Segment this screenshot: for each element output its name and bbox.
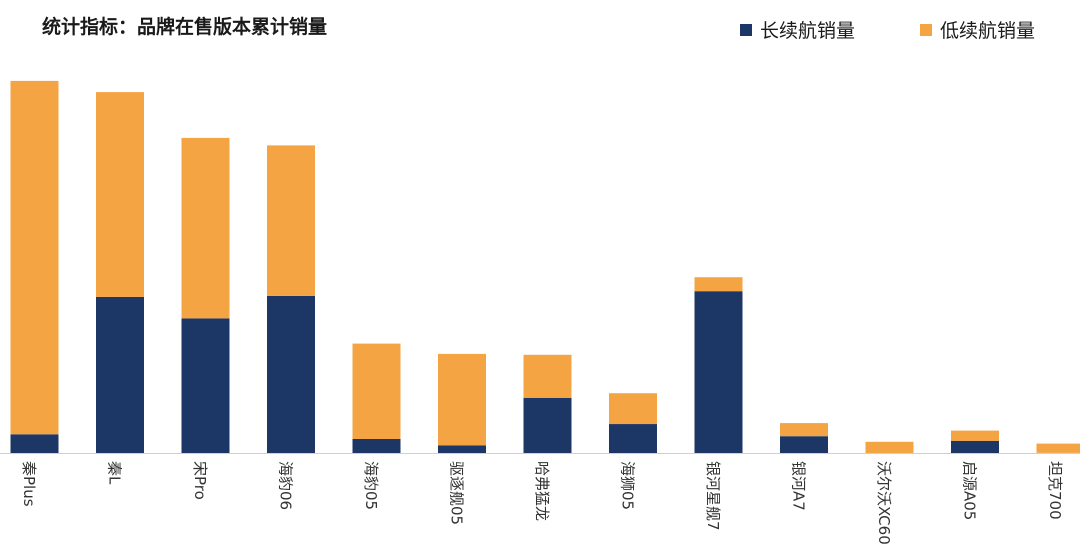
bar-short-range-5 — [438, 353, 486, 446]
bar-long-range-5 — [438, 445, 486, 453]
bar-short-range-1 — [96, 92, 144, 297]
bar-short-range-6 — [523, 354, 572, 398]
x-tick-label-0: 秦Plus — [20, 461, 38, 507]
bar-long-range-0 — [10, 434, 59, 453]
legend-swatch-short-range — [920, 23, 932, 36]
x-tick-label-3: 海豹06 — [277, 461, 295, 510]
bar-long-range-8 — [694, 291, 743, 453]
bar-long-range-4 — [352, 439, 401, 453]
bar-short-range-0 — [10, 80, 59, 435]
bar-long-range-9 — [780, 436, 828, 453]
bar-short-range-10 — [865, 441, 914, 453]
bar-long-range-11 — [951, 440, 999, 453]
bar-short-range-4 — [352, 343, 401, 439]
legend-swatch-long-range — [740, 23, 752, 36]
bar-short-range-7 — [609, 393, 657, 425]
legend-label-long-range: 长续航销量 — [760, 20, 856, 42]
x-tick-label-8: 银河星舰7 — [704, 461, 722, 531]
x-tick-label-1: 秦L — [106, 461, 124, 485]
bar-long-range-1 — [96, 296, 144, 453]
x-tick-label-9: 银河A7 — [790, 461, 808, 511]
x-tick-label-4: 海豹05 — [362, 461, 380, 510]
x-tick-label-12: 坦克700 — [1046, 461, 1064, 520]
bar-short-range-9 — [780, 423, 828, 437]
legend-item-long-range: 长续航销量 — [740, 16, 855, 43]
bar-short-range-3 — [267, 145, 315, 296]
x-tick-label-7: 海狮05 — [619, 461, 637, 510]
bar-long-range-7 — [609, 424, 657, 453]
bar-short-range-11 — [951, 430, 999, 441]
x-tick-label-6: 哈弗猛龙 — [533, 461, 551, 521]
bar-long-range-6 — [523, 397, 572, 453]
bar-long-range-2 — [181, 318, 230, 453]
legend-item-short-range: 低续航销量 — [920, 16, 1035, 43]
bar-short-range-8 — [694, 277, 743, 292]
x-tick-label-10: 沃尔沃XC60 — [875, 461, 893, 545]
bar-short-range-2 — [181, 137, 230, 319]
x-tick-label-5: 驱逐舰05 — [448, 461, 466, 525]
bar-short-range-12 — [1036, 443, 1080, 453]
bar-long-range-3 — [267, 295, 315, 453]
x-tick-label-2: 宋Pro — [191, 461, 209, 500]
x-tick-label-11: 启源A05 — [961, 461, 979, 520]
chart-title: 统计指标：品牌在售版本累计销量 — [42, 16, 328, 38]
legend-label-short-range: 低续航销量 — [940, 20, 1036, 42]
